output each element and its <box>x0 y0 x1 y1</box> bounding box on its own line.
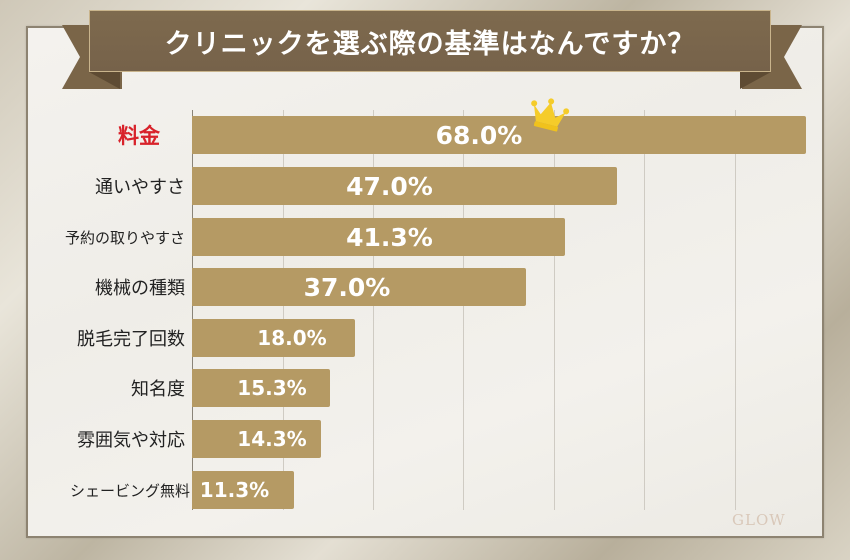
bar-label: シェービング無料 <box>69 481 190 500</box>
bar-label: 予約の取りやすさ <box>64 228 185 247</box>
bar <box>192 420 321 458</box>
bar-row-chimeido: 知名度 15.3% <box>0 369 850 407</box>
gridline-50 <box>644 110 645 510</box>
chart-title-banner: クリニックを選ぶ際の基準はなんですか？ <box>89 10 771 72</box>
bar-label: 知名度 <box>131 379 185 400</box>
gridline-40 <box>554 110 555 510</box>
bar <box>192 268 526 306</box>
bar-value: 47.0% <box>346 171 433 201</box>
bar-value: 41.3% <box>346 222 433 252</box>
glow-logo: GLOW <box>732 511 786 529</box>
bar-row-kanryo-kaisu: 脱毛完了回数 18.0% <box>0 319 850 357</box>
y-axis-line <box>192 110 193 510</box>
gridline-20 <box>373 110 374 510</box>
bar <box>192 319 355 357</box>
bar-label: 料金 <box>118 124 160 148</box>
chart-title: クリニックを選ぶ際の基準はなんですか？ <box>164 28 696 60</box>
bar-value: 68.0% <box>435 120 523 150</box>
gridline-10 <box>283 110 284 510</box>
bar-label: 通いやすさ <box>95 177 185 198</box>
bar-label: 機械の種類 <box>95 278 185 299</box>
bar-row-yoyaku: 予約の取りやすさ 41.3% <box>0 218 850 256</box>
bar-value: 37.0% <box>303 272 391 302</box>
bar <box>192 167 617 205</box>
bar-label: 雰囲気や対応 <box>77 430 185 451</box>
bar <box>192 471 294 509</box>
bar-row-shaving: シェービング無料 11.3% <box>0 471 850 509</box>
bar-label: 脱毛完了回数 <box>77 329 185 350</box>
bar-value: 15.3% <box>237 376 307 400</box>
gridline-30 <box>463 110 464 510</box>
bar-row-ryokin: 料金 68.0% <box>0 116 850 154</box>
bar <box>192 116 806 154</box>
crown-icon <box>531 98 570 132</box>
bar-value: 11.3% <box>199 478 270 502</box>
bar-value: 18.0% <box>257 326 327 350</box>
bar-row-fun-iki: 雰囲気や対応 14.3% <box>0 420 850 458</box>
bar-row-kikai: 機械の種類 37.0% <box>0 268 850 306</box>
bar-value: 14.3% <box>237 427 307 451</box>
bar <box>192 218 565 256</box>
bar <box>192 369 330 407</box>
gridline-60 <box>735 110 736 510</box>
bar-row-kayoiyasusa: 通いやすさ 47.0% <box>0 167 850 205</box>
